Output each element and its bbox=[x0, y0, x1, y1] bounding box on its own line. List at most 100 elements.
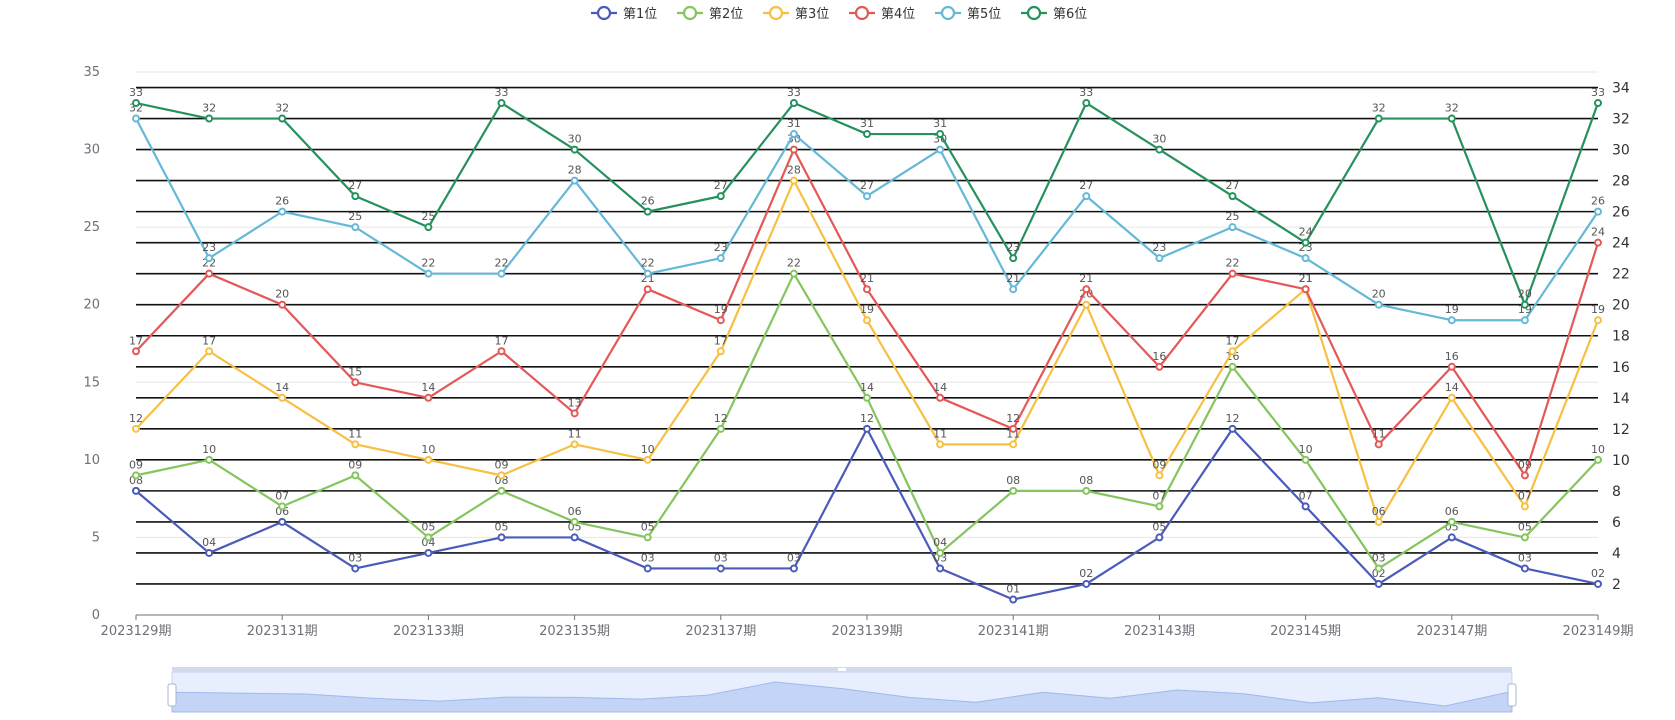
data-point[interactable] bbox=[205, 455, 214, 464]
data-point[interactable] bbox=[497, 99, 506, 108]
data-point[interactable] bbox=[278, 300, 287, 309]
data-point[interactable] bbox=[497, 471, 506, 480]
data-point[interactable] bbox=[716, 254, 725, 263]
data-point[interactable] bbox=[1009, 424, 1018, 433]
data-point[interactable] bbox=[424, 548, 433, 557]
data-point[interactable] bbox=[205, 114, 214, 123]
data-point[interactable] bbox=[570, 145, 579, 154]
data-point[interactable] bbox=[789, 145, 798, 154]
data-point[interactable] bbox=[643, 564, 652, 573]
data-point[interactable] bbox=[1520, 533, 1529, 542]
data-point[interactable] bbox=[1447, 114, 1456, 123]
data-point[interactable] bbox=[716, 316, 725, 325]
data-point[interactable] bbox=[278, 517, 287, 526]
legend-label[interactable]: 第6位 bbox=[1053, 7, 1087, 22]
data-point[interactable] bbox=[351, 378, 360, 387]
data-point[interactable] bbox=[424, 533, 433, 542]
data-point[interactable] bbox=[936, 548, 945, 557]
data-point[interactable] bbox=[1228, 223, 1237, 232]
data-point[interactable] bbox=[936, 564, 945, 573]
data-point[interactable] bbox=[863, 192, 871, 201]
legend-label[interactable]: 第3位 bbox=[795, 7, 829, 22]
data-point[interactable] bbox=[1082, 99, 1091, 108]
data-point[interactable] bbox=[424, 269, 433, 278]
data-point[interactable] bbox=[278, 502, 287, 511]
legend-swatch-marker[interactable] bbox=[1026, 5, 1042, 21]
data-point[interactable] bbox=[1228, 269, 1237, 278]
data-point[interactable] bbox=[716, 564, 725, 573]
data-point[interactable] bbox=[278, 207, 287, 216]
data-point[interactable] bbox=[1374, 440, 1383, 449]
data-point[interactable] bbox=[132, 486, 140, 495]
data-point[interactable] bbox=[1082, 486, 1091, 495]
legend-swatch-marker[interactable] bbox=[940, 5, 956, 21]
data-point[interactable] bbox=[1374, 300, 1383, 309]
legend-label[interactable]: 第1位 bbox=[623, 7, 657, 22]
data-point[interactable] bbox=[789, 99, 798, 108]
data-point[interactable] bbox=[351, 471, 360, 480]
data-point[interactable] bbox=[1447, 393, 1456, 402]
data-point[interactable] bbox=[1082, 192, 1091, 201]
data-point[interactable] bbox=[1301, 238, 1310, 247]
data-point[interactable] bbox=[351, 192, 360, 201]
legend-swatch-marker[interactable] bbox=[682, 5, 698, 21]
data-point[interactable] bbox=[205, 347, 214, 356]
data-point[interactable] bbox=[1228, 347, 1237, 356]
data-point[interactable] bbox=[424, 393, 433, 402]
data-point[interactable] bbox=[1520, 502, 1529, 511]
data-point[interactable] bbox=[1301, 455, 1310, 464]
zoom-slider-left-handle[interactable] bbox=[167, 683, 177, 707]
data-point[interactable] bbox=[643, 207, 652, 216]
data-point[interactable] bbox=[863, 424, 871, 433]
data-point[interactable] bbox=[863, 130, 871, 139]
data-point[interactable] bbox=[716, 347, 725, 356]
data-point[interactable] bbox=[132, 471, 140, 480]
legend-label[interactable]: 第4位 bbox=[881, 7, 915, 22]
data-point[interactable] bbox=[1155, 254, 1164, 263]
data-point[interactable] bbox=[1155, 471, 1164, 480]
data-point[interactable] bbox=[789, 564, 798, 573]
data-point[interactable] bbox=[1594, 579, 1602, 588]
data-point[interactable] bbox=[497, 533, 506, 542]
data-point[interactable] bbox=[643, 285, 652, 294]
data-point[interactable] bbox=[424, 455, 433, 464]
zoom-slider-right-handle[interactable] bbox=[1507, 683, 1517, 707]
legend-label[interactable]: 第2位 bbox=[709, 7, 743, 22]
data-point[interactable] bbox=[789, 130, 798, 139]
data-point[interactable] bbox=[1228, 192, 1237, 201]
data-point[interactable] bbox=[497, 347, 506, 356]
legend-swatch-marker[interactable] bbox=[596, 5, 612, 21]
data-point[interactable] bbox=[1009, 595, 1018, 604]
data-point[interactable] bbox=[1374, 579, 1383, 588]
data-point[interactable] bbox=[1374, 114, 1383, 123]
data-point[interactable] bbox=[278, 114, 287, 123]
data-point[interactable] bbox=[936, 393, 945, 402]
zoom-slider-move-grip[interactable] bbox=[838, 668, 846, 671]
data-point[interactable] bbox=[205, 254, 214, 263]
data-point[interactable] bbox=[570, 517, 579, 526]
data-point[interactable] bbox=[351, 440, 360, 449]
legend-swatch-marker[interactable] bbox=[854, 5, 870, 21]
legend-label[interactable]: 第5位 bbox=[967, 7, 1001, 22]
data-point[interactable] bbox=[132, 347, 140, 356]
data-point[interactable] bbox=[716, 192, 725, 201]
data-point[interactable] bbox=[1447, 517, 1456, 526]
data-point[interactable] bbox=[1447, 533, 1456, 542]
data-point[interactable] bbox=[351, 223, 360, 232]
data-point[interactable] bbox=[1009, 254, 1018, 263]
data-point[interactable] bbox=[1594, 455, 1602, 464]
data-point[interactable] bbox=[1594, 99, 1602, 108]
data-point[interactable] bbox=[789, 176, 798, 185]
data-point[interactable] bbox=[1301, 254, 1310, 263]
data-point[interactable] bbox=[1594, 238, 1602, 247]
data-point[interactable] bbox=[1009, 486, 1018, 495]
data-point[interactable] bbox=[570, 440, 579, 449]
data-point[interactable] bbox=[1594, 207, 1602, 216]
data-point[interactable] bbox=[1447, 316, 1456, 325]
data-point[interactable] bbox=[205, 269, 214, 278]
data-point[interactable] bbox=[936, 440, 945, 449]
data-point[interactable] bbox=[1155, 362, 1164, 371]
data-point[interactable] bbox=[497, 486, 506, 495]
data-point[interactable] bbox=[497, 269, 506, 278]
data-point[interactable] bbox=[570, 409, 579, 418]
